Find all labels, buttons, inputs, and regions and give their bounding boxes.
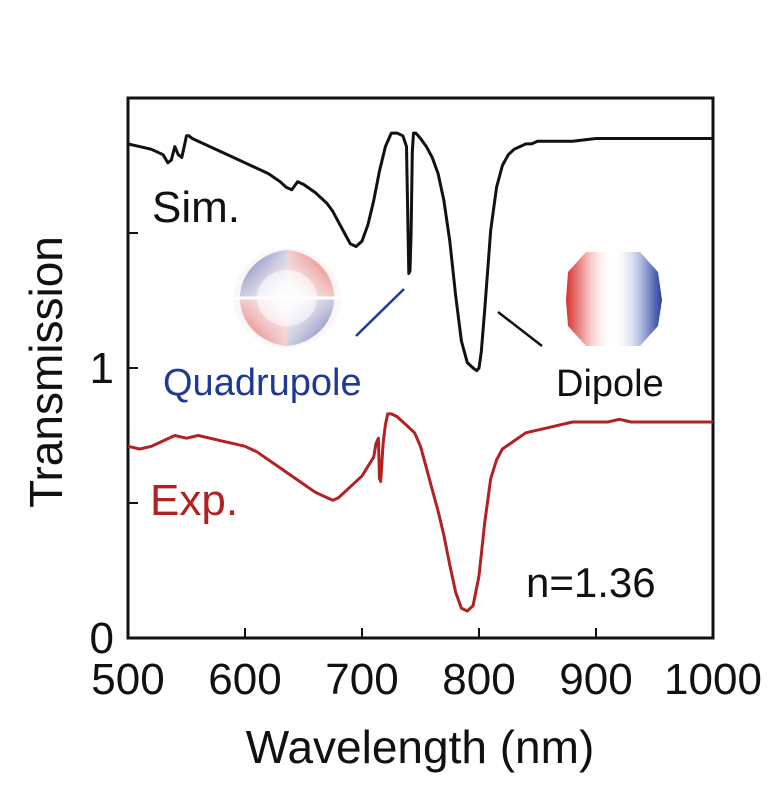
dipole-field-map [566,252,662,346]
quadrupole-field-map [233,248,341,348]
x-tick-label: 900 [559,655,632,704]
x-tick-label: 700 [325,655,398,704]
x-axis-ticks: 500 600 700 800 900 1000 [91,628,762,704]
dipole-leader-line [497,311,543,347]
refractive-index-label: n=1.36 [526,559,656,606]
series-line-exp [127,412,713,613]
x-tick-label: 1000 [664,655,762,704]
quadrupole-leader-line [355,288,405,337]
series-layer [127,131,713,613]
exp-label: Exp. [150,476,238,525]
y-tick-label: 0 [90,614,114,663]
dipole-label: Dipole [556,363,664,405]
y-axis-ticks: 01 [90,232,138,663]
sim-label: Sim. [152,183,240,232]
series-line-sim [127,131,713,373]
quadrupole-label: Quadrupole [163,362,362,404]
x-axis-title: Wavelength (nm) [246,721,595,773]
y-tick-label: 1 [90,344,114,393]
y-axis-title: Transmission [20,236,72,508]
x-tick-label: 800 [442,655,515,704]
x-tick-label: 500 [91,655,164,704]
x-tick-label: 600 [208,655,281,704]
